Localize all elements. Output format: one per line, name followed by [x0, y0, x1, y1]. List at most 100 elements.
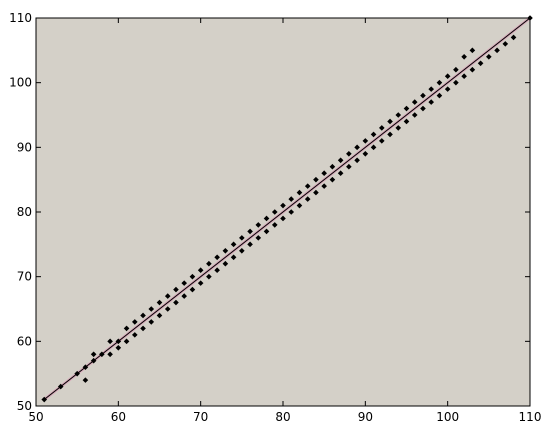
data-point — [222, 260, 229, 267]
data-point — [115, 338, 122, 345]
data-point — [477, 60, 484, 67]
data-point — [271, 222, 278, 228]
data-point — [239, 235, 245, 241]
x-tick-label: 90 — [358, 410, 373, 424]
y-tick-label: 50 — [17, 399, 32, 413]
data-point — [107, 351, 113, 358]
data-point — [486, 54, 492, 60]
data-point — [90, 351, 97, 358]
data-point — [115, 345, 122, 351]
data-point — [428, 86, 434, 92]
data-point — [502, 41, 509, 47]
x-tick-label: 80 — [275, 410, 290, 424]
data-point — [321, 170, 327, 176]
data-point — [206, 273, 212, 280]
data-point — [255, 235, 262, 241]
data-point — [354, 144, 360, 151]
x-axis-ticks: 50 60 70 80 90 100 110 — [28, 18, 541, 424]
data-point — [288, 209, 295, 215]
data-point — [230, 241, 237, 248]
data-point — [444, 73, 451, 79]
data-point — [329, 176, 336, 183]
data-point — [99, 351, 105, 358]
data-point — [337, 157, 344, 164]
data-points — [41, 15, 533, 403]
data-point — [82, 364, 89, 370]
data-point — [461, 73, 467, 79]
data-point — [379, 138, 385, 144]
data-point — [74, 370, 80, 377]
data-point — [263, 228, 270, 235]
data-point — [288, 196, 295, 202]
data-point — [395, 125, 402, 131]
data-point — [189, 273, 196, 280]
data-point — [370, 131, 377, 138]
data-point — [140, 312, 146, 319]
data-point — [164, 293, 171, 299]
data-point — [411, 99, 418, 105]
data-point — [247, 241, 253, 248]
y-tick-label: 90 — [17, 140, 32, 154]
data-point — [148, 319, 155, 325]
data-point — [296, 189, 303, 196]
data-point — [280, 215, 286, 222]
data-point — [362, 151, 369, 157]
data-point — [304, 183, 311, 189]
data-point — [444, 86, 451, 92]
data-point — [280, 202, 286, 209]
data-point — [354, 157, 360, 164]
data-point — [140, 325, 146, 332]
data-point — [263, 215, 270, 222]
data-point — [313, 176, 319, 183]
data-point — [469, 47, 476, 54]
y-tick-label: 110 — [9, 11, 32, 25]
data-point — [411, 112, 418, 118]
data-point — [370, 144, 377, 151]
data-point — [181, 293, 187, 299]
data-point — [156, 299, 163, 306]
data-point — [420, 105, 426, 112]
data-point — [510, 34, 517, 41]
data-point — [189, 286, 196, 293]
x-tick-label: 110 — [519, 410, 541, 424]
data-point — [313, 189, 319, 196]
data-point — [197, 267, 204, 273]
data-point — [469, 66, 476, 73]
x-tick-label: 70 — [193, 410, 208, 424]
data-point — [247, 228, 253, 235]
reference-line-group — [43, 16, 531, 401]
data-point — [346, 151, 352, 157]
data-point — [173, 286, 179, 293]
data-point — [206, 260, 212, 267]
data-point — [428, 99, 434, 105]
y-tick-label: 60 — [17, 334, 32, 348]
data-point — [403, 105, 410, 112]
data-point — [181, 280, 187, 286]
x-tick-label: 60 — [111, 410, 126, 424]
data-point — [362, 138, 369, 144]
data-point — [304, 196, 311, 202]
reference-line — [43, 17, 531, 400]
data-point — [255, 222, 262, 228]
data-point — [82, 377, 89, 383]
data-point — [453, 79, 459, 86]
data-point — [321, 183, 327, 189]
y-axis-ticks: 50 60 70 80 90 100 110 — [9, 11, 530, 413]
data-point — [403, 118, 410, 125]
y-tick-label: 100 — [9, 76, 32, 90]
data-point — [107, 338, 113, 345]
data-point — [420, 92, 426, 99]
data-point — [239, 248, 245, 254]
data-point — [329, 163, 336, 170]
data-point — [387, 131, 393, 138]
data-point — [461, 54, 467, 60]
data-point — [494, 47, 500, 54]
data-point — [156, 312, 163, 319]
data-point — [395, 112, 402, 118]
data-point — [230, 254, 237, 261]
data-point — [132, 332, 138, 338]
data-point — [387, 118, 393, 125]
data-point — [148, 306, 155, 312]
data-point — [197, 280, 204, 286]
